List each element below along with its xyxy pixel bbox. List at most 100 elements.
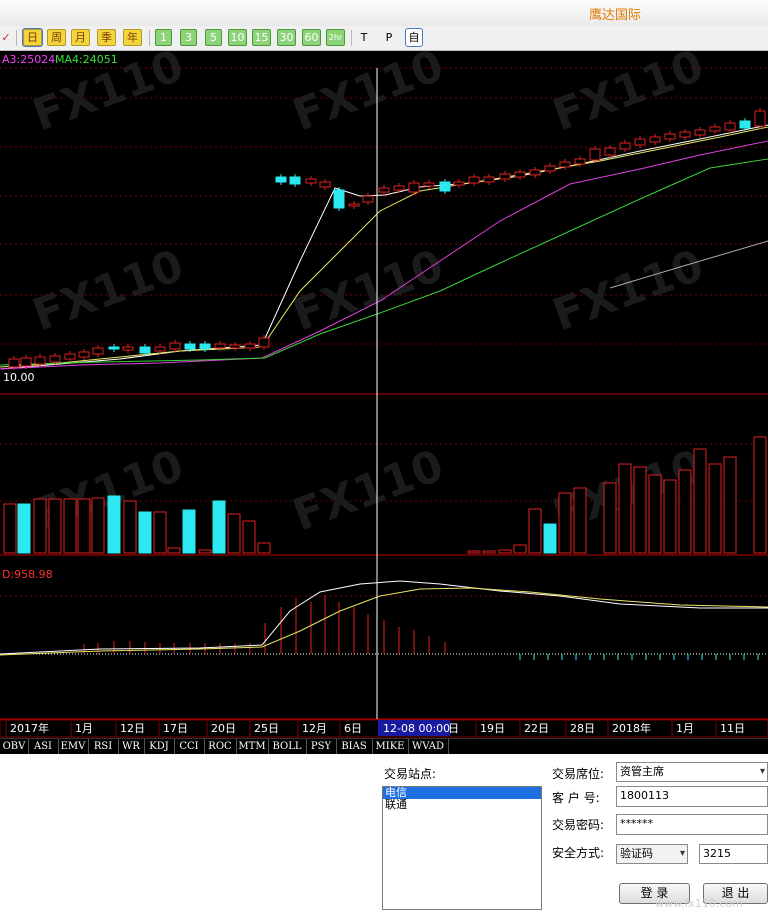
password-input[interactable]: ******	[616, 814, 768, 835]
hour-2-button[interactable]: 2hr	[326, 29, 345, 46]
volume-bar	[693, 448, 707, 554]
ma-line	[609, 240, 768, 289]
volume-bar	[708, 463, 722, 554]
minute-10-button[interactable]: 10	[228, 29, 247, 46]
candle-body	[289, 176, 301, 185]
candle-body	[275, 176, 287, 183]
candle-body	[439, 181, 451, 192]
chevron-down-icon: ▾	[759, 766, 765, 777]
x-axis-label: 1月	[75, 722, 93, 735]
watermark-logo: FX110	[286, 51, 450, 141]
minute-1-button[interactable]: 1	[155, 29, 172, 46]
ma-line	[0, 158, 768, 366]
ma-line	[0, 140, 768, 370]
draw-tool-icon[interactable]: ✓	[1, 31, 11, 44]
x-axis-label: 22日	[524, 722, 549, 735]
candle-body	[378, 187, 390, 193]
period-month-button[interactable]: 月	[71, 29, 90, 46]
tick-chart-button[interactable]: T	[360, 31, 368, 44]
indicator-tab-emv[interactable]: EMV	[58, 739, 89, 754]
account-input[interactable]: 1800113	[616, 786, 768, 807]
candle-body	[333, 189, 345, 209]
candle-body	[92, 347, 104, 355]
candle-body	[468, 176, 480, 184]
volume-bar	[77, 498, 91, 554]
seat-select[interactable]: 资管主席 ▾	[616, 762, 768, 782]
volume-bar	[242, 520, 256, 554]
volume-bar	[528, 508, 542, 554]
candle-body	[64, 353, 76, 360]
indicator-tab-roc[interactable]: ROC	[204, 739, 237, 754]
candle-body	[214, 343, 226, 349]
station-item-telecom[interactable]: 电信	[383, 787, 541, 799]
login-button[interactable]: 登 录	[619, 883, 690, 904]
volume-bar	[633, 466, 647, 554]
ma-line	[0, 124, 768, 370]
candle-body	[544, 165, 556, 172]
security-method-select[interactable]: 验证码 ▾	[616, 844, 688, 864]
watermark-logo: FX110	[286, 240, 450, 341]
watermark-logo: FX110	[286, 440, 450, 541]
period-day-button[interactable]: 日	[22, 28, 43, 47]
station-list[interactable]: 电信 联通	[382, 786, 542, 910]
volume-bar	[3, 503, 17, 554]
minute-5-button[interactable]: 5	[205, 29, 222, 46]
volume-bar	[212, 500, 226, 554]
candle-body	[8, 358, 20, 368]
candle-body	[229, 344, 241, 349]
minute-30-button[interactable]: 30	[277, 29, 296, 46]
volume-bar	[257, 542, 271, 554]
station-item-unicom[interactable]: 联通	[385, 798, 407, 811]
candle-body	[604, 147, 616, 156]
seat-label: 交易席位:	[552, 767, 605, 781]
indicator-tab-kdj[interactable]: KDJ	[144, 739, 175, 754]
ma-line	[0, 126, 768, 368]
candle-body	[694, 129, 706, 136]
candle-body	[619, 142, 631, 150]
indicator-tab-bar: OBV ASI EMV RSI WR KDJ CCI ROC MTM BOLL PSY BIAS MIK…	[0, 738, 768, 754]
cursor-date-box	[378, 720, 450, 736]
x-axis-label: 19日	[480, 722, 505, 735]
price-list-button[interactable]: P	[385, 31, 393, 44]
indicator-tab-rsi[interactable]: RSI	[88, 739, 119, 754]
indicator-tab-mike[interactable]: MIKE	[372, 739, 409, 754]
security-method-value: 验证码	[620, 847, 653, 860]
period-quarter-button[interactable]: 季	[97, 29, 116, 46]
seat-value: 资管主席	[620, 765, 664, 778]
minute-60-button[interactable]: 60	[302, 29, 321, 46]
indicator-tab-mtm[interactable]: MTM	[236, 739, 269, 754]
security-label: 安全方式:	[552, 846, 605, 860]
indicator-tab-wr[interactable]: WR	[118, 739, 145, 754]
volume-bar	[753, 436, 767, 554]
volume-bar	[498, 549, 512, 554]
period-week-button[interactable]: 周	[47, 29, 66, 46]
candle-body	[78, 351, 90, 358]
minute-15-button[interactable]: 15	[252, 29, 271, 46]
volume-bar	[543, 523, 557, 554]
volume-bar	[648, 474, 662, 554]
indicator-tab-bias[interactable]: BIAS	[336, 739, 373, 754]
chevron-down-icon: ▾	[679, 848, 685, 859]
candle-body	[739, 120, 751, 129]
period-year-button[interactable]: 年	[123, 29, 142, 46]
candle-body	[634, 138, 646, 146]
indicator-tab-obv[interactable]: OBV	[0, 739, 29, 754]
indicator-tab-psy[interactable]: PSY	[306, 739, 337, 754]
indicator-tab-cci[interactable]: CCI	[174, 739, 205, 754]
volume-bar	[182, 509, 196, 554]
indicator-tab-wvad[interactable]: WVAD	[408, 739, 449, 754]
candle-body	[154, 346, 166, 352]
macd-dea-line	[0, 587, 768, 656]
indicator-tab-asi[interactable]: ASI	[28, 739, 59, 754]
custom-period-button[interactable]: 自	[405, 28, 423, 47]
volume-bar	[618, 463, 632, 554]
indicator-tab-boll[interactable]: BOLL	[268, 739, 307, 754]
x-axis-label: 17日	[163, 722, 188, 735]
volume-bar	[678, 469, 692, 554]
captcha-input[interactable]: 3215	[699, 844, 768, 864]
macd-dif-line	[0, 580, 768, 655]
candle-body	[362, 195, 374, 203]
macd-label: D:958.98	[2, 568, 53, 581]
minute-3-button[interactable]: 3	[180, 29, 197, 46]
